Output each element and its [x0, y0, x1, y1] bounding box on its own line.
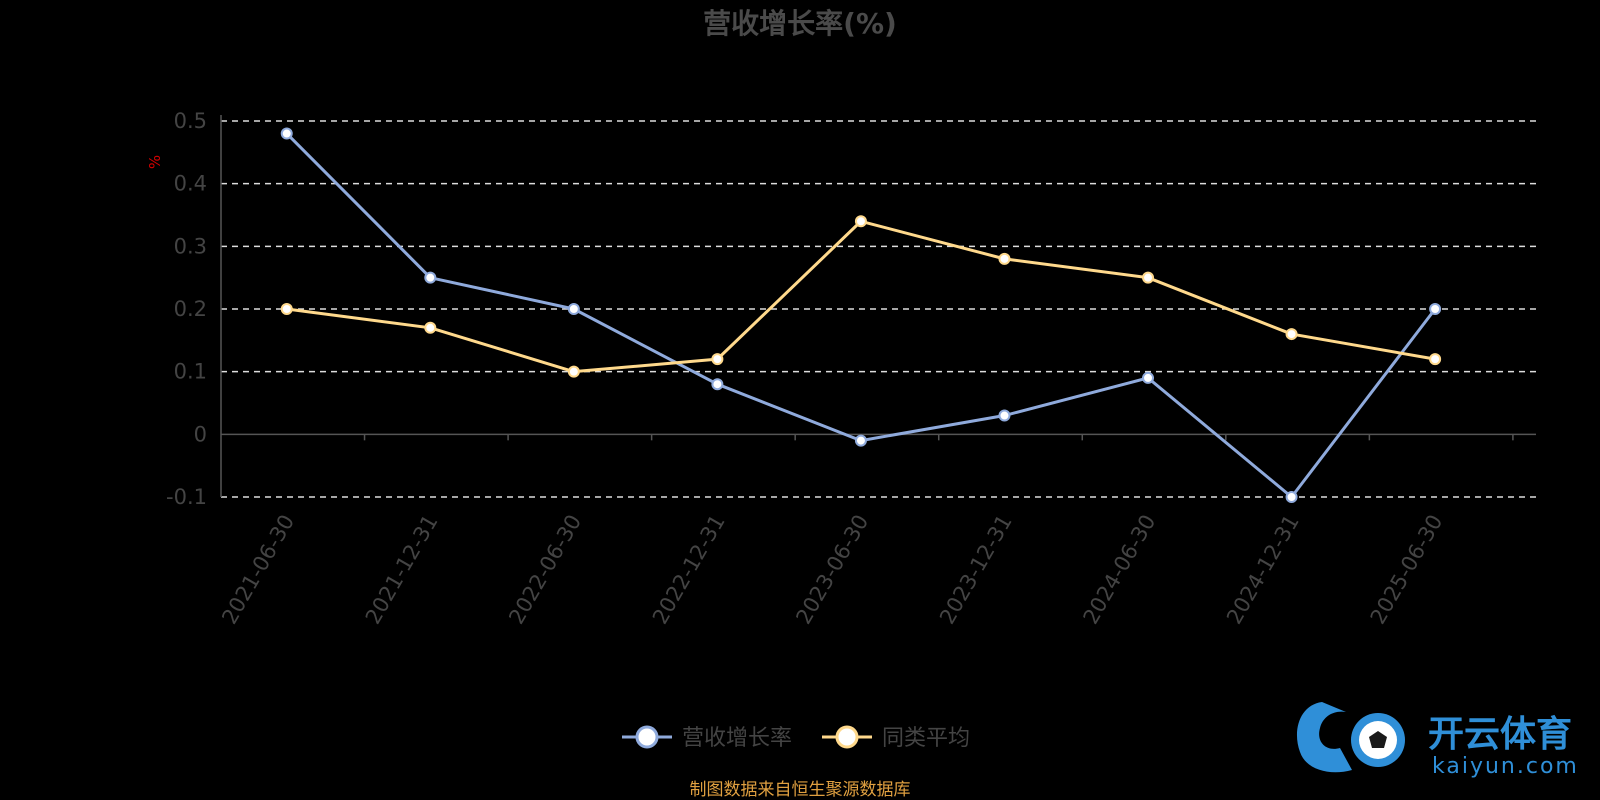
legend-label-revenue-growth: 营收增长率 [682, 726, 792, 751]
x-tick-label: 2024-06-30 [1079, 511, 1161, 629]
soccer-ball-logo-icon [1296, 702, 1405, 773]
chart-title: 营收增长率(%) [703, 7, 897, 40]
legend-label-peer-average: 同类平均 [882, 726, 970, 751]
y-axis-unit: % [146, 155, 164, 169]
series-0-point [1429, 303, 1442, 315]
logo-main-text: 开云体育 [1428, 714, 1572, 755]
legend-marker-icon [835, 725, 859, 749]
series-0-point [424, 271, 437, 284]
x-tick-label: 2021-12-31 [361, 511, 443, 629]
series-0-point [1285, 491, 1298, 503]
y-tick-labels: -0.1 0 0.1 0.2 0.3 0.4 0.5 [166, 109, 207, 509]
series-0-point [711, 378, 724, 391]
legend-item-peer-average[interactable]: 同类平均 [822, 725, 970, 751]
series-line-1 [286, 219, 1436, 374]
y-tick-label: 0.2 [174, 297, 207, 321]
series-0-point [567, 303, 580, 315]
series-1-point [1285, 328, 1298, 341]
x-tick-label: 2025-06-30 [1366, 511, 1448, 629]
series-0-point [854, 434, 867, 447]
y-tick-label: 0.3 [174, 234, 207, 258]
y-tick-label: 0.1 [174, 360, 207, 384]
x-tick-label: 2023-12-31 [935, 511, 1017, 629]
x-tick-label: 2023-06-30 [791, 511, 873, 629]
legend[interactable]: 营收增长率 同类平均 [622, 725, 970, 751]
y-tick-label: 0.5 [174, 109, 207, 133]
series-lines [280, 127, 1442, 503]
x-tick-label: 2022-12-31 [648, 511, 730, 629]
x-tick-label: 2021-06-30 [217, 511, 299, 629]
series-1-point [280, 303, 293, 315]
x-tick-labels: 2021-06-30 2021-12-31 2022-06-30 2022-12-31… [217, 511, 1447, 629]
source-note: 制图数据来自恒生聚源数据库 [690, 780, 911, 800]
series-1-point [567, 365, 580, 378]
series-0-point [1142, 371, 1155, 384]
brand-logo: 开云体育 kaiyun.com [1296, 702, 1579, 779]
series-1-point [1142, 271, 1155, 284]
y-tick-label: -0.1 [166, 485, 207, 509]
series-0-point [998, 409, 1011, 422]
series-1-point [1429, 353, 1442, 366]
logo-sub-text: kaiyun.com [1432, 754, 1579, 779]
y-tick-label: 0 [194, 422, 207, 446]
series-1-point [998, 252, 1011, 265]
x-tick-label: 2024-12-31 [1222, 511, 1304, 629]
x-tick-label: 2022-06-30 [504, 511, 586, 629]
series-1-point [854, 215, 867, 228]
legend-marker-icon [635, 725, 659, 749]
grid-lines [221, 120, 1536, 498]
y-tick-label: 0.4 [174, 172, 207, 196]
axes [220, 115, 1536, 497]
series-1-point [424, 321, 437, 334]
series-0-point [280, 127, 293, 140]
series-1-point [711, 353, 724, 366]
legend-item-revenue-growth[interactable]: 营收增长率 [622, 725, 792, 751]
